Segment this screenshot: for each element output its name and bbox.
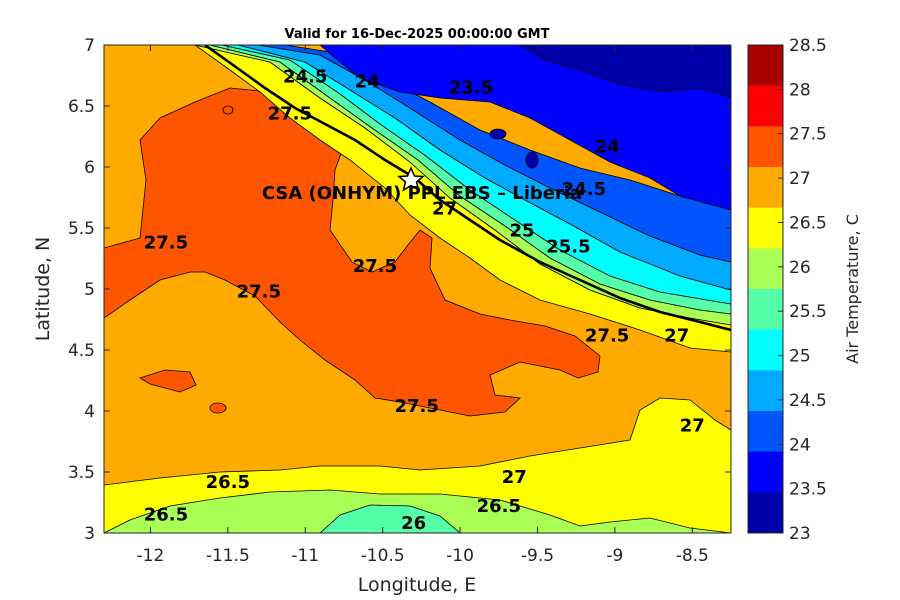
contour-label: 26.5 — [206, 472, 250, 493]
x-axis-label: Longitude, E — [358, 574, 477, 596]
band-24-24.5 — [257, 45, 731, 263]
colorbar-tick-label: 25 — [789, 347, 811, 367]
band-23-23.5-dot — [525, 151, 539, 169]
colorbar-segment — [748, 85, 783, 127]
colorbar-segment — [748, 370, 783, 412]
x-tick-label: -10.5 — [361, 546, 405, 566]
contour-label: 27 — [664, 325, 689, 346]
contour-label: 27.5 — [144, 233, 188, 254]
contour-label: 24 — [595, 136, 620, 157]
colorbar: 28.5 28 27.5 27 26.5 26 25.5 25 24.5 24 23.5 23 — [747, 36, 827, 544]
contour-labels: 27.5 27.5 27.5 27.5 27.5 27.5 27 27 27 27 26.5 26.5… — [144, 67, 705, 535]
x-tick-label: -11 — [291, 546, 319, 566]
contour-label: 25.5 — [546, 236, 590, 257]
colorbar-segment — [748, 451, 783, 493]
y-tick-label: 6 — [84, 158, 95, 178]
colorbar-segment — [748, 167, 783, 209]
colorbar-tick-label: 26 — [789, 258, 811, 278]
contour-label: 24.5 — [562, 179, 606, 200]
colorbar-tick-label: 26.5 — [789, 213, 827, 233]
band-27.5-28-dot — [209, 402, 227, 414]
contour-label: 24.5 — [283, 67, 327, 88]
x-tick-label: -11.5 — [206, 546, 250, 566]
contour-label: 24 — [355, 72, 380, 93]
band-23-23.5 — [519, 45, 731, 99]
contour-label: 26.5 — [477, 496, 521, 517]
map-title: Valid for 16-Dec-2025 00:00:00 GMT — [285, 27, 550, 42]
y-axis-label: Latitude, N — [32, 237, 54, 342]
x-axis: -12 -11.5 -11 -10.5 -10 -9.5 -9 -8.5 — [137, 45, 709, 566]
x-tick-label: -10 — [446, 546, 474, 566]
y-tick-label: 4.5 — [68, 341, 95, 361]
x-tick-label: -9.5 — [521, 546, 554, 566]
x-tick-label: -12 — [137, 546, 165, 566]
colorbar-tick-label: 27 — [789, 169, 811, 189]
colorbar-tick-label: 28.5 — [789, 36, 827, 56]
colorbar-tick-label: 27.5 — [789, 125, 827, 145]
colorbar-segment — [748, 492, 783, 534]
contour-label: 26.5 — [144, 505, 188, 526]
band-23-23.5-dot — [489, 128, 507, 140]
contour-label: 27 — [680, 416, 705, 437]
contour-label: 23.5 — [449, 78, 493, 99]
y-tick-label: 7 — [84, 36, 95, 56]
y-tick-label: 3 — [84, 524, 95, 544]
colorbar-tick-label: 24.5 — [789, 391, 827, 411]
y-tick-label: 5 — [84, 280, 95, 300]
colorbar-tick-label: 23.5 — [789, 480, 827, 500]
band-27.5-28-dot — [222, 105, 234, 115]
colorbar-tick-label: 23 — [789, 524, 811, 544]
contour-label: 27 — [432, 198, 457, 219]
coastline — [204, 45, 731, 332]
contour-label: 27.5 — [268, 103, 312, 124]
contour-label: 25 — [509, 220, 534, 241]
colorbar-segment — [748, 329, 783, 371]
y-tick-label: 3.5 — [68, 463, 95, 483]
location-label: CSA (ONHYM) PPL EBS – Liberia — [262, 183, 582, 204]
site-star-icon — [397, 166, 425, 192]
contour-label: 27.5 — [585, 325, 629, 346]
temperature-field — [104, 45, 731, 533]
colorbar-segment — [748, 289, 783, 331]
colorbar-segment — [748, 45, 783, 87]
contour-label: 27.5 — [395, 396, 439, 417]
x-tick-label: -8.5 — [676, 546, 709, 566]
contour-label: 27 — [502, 467, 527, 488]
y-tick-label: 6.5 — [68, 97, 95, 117]
colorbar-tick-label: 28 — [789, 80, 811, 100]
colorbar-frame — [747, 44, 784, 534]
colorbar-segment — [748, 207, 783, 249]
y-tick-label: 5.5 — [68, 219, 95, 239]
colorbar-label: Air Temperature, C — [843, 214, 862, 364]
colorbar-segment — [748, 248, 783, 290]
x-tick-label: -9 — [606, 546, 623, 566]
y-tick-label: 4 — [84, 402, 95, 422]
band-25.5-26 — [319, 504, 461, 533]
colorbar-segment — [748, 411, 783, 453]
contour-label: 27.5 — [237, 281, 281, 302]
band-27.5-28-patch — [139, 369, 197, 393]
contour-label: 26 — [401, 513, 426, 534]
colorbar-segment — [748, 126, 783, 168]
band-23.5-24 — [319, 45, 731, 211]
y-axis: 7 6.5 6 5.5 5 4.5 4 3.5 3 — [68, 36, 731, 544]
colorbar-tick-label: 25.5 — [789, 302, 827, 322]
contour-label: 27.5 — [353, 256, 397, 277]
colorbar-tick-label: 24 — [789, 435, 811, 455]
